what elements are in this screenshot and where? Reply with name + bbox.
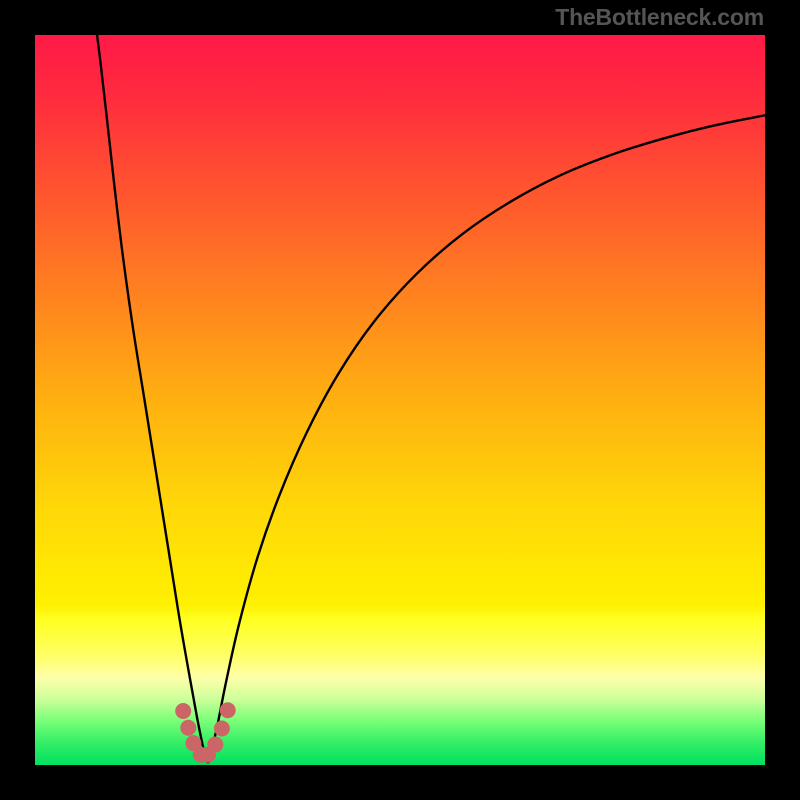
marker-dot xyxy=(180,720,196,736)
curve-line xyxy=(97,35,207,762)
chart-svg xyxy=(35,35,765,765)
marker-dot xyxy=(207,737,223,753)
marker-dot xyxy=(214,721,230,737)
watermark-text: TheBottleneck.com xyxy=(555,4,764,31)
marker-dot xyxy=(220,702,236,718)
curve-line xyxy=(209,115,765,762)
marker-dot xyxy=(175,703,191,719)
plot-area xyxy=(35,35,765,765)
